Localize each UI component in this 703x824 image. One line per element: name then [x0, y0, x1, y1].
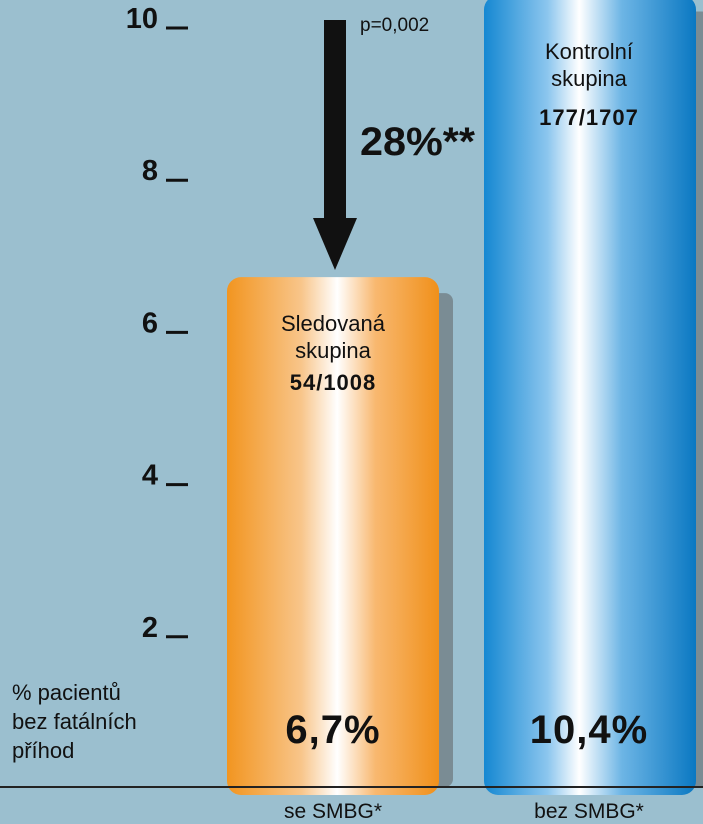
- y-tick-label-10: 10: [126, 3, 158, 35]
- bar-1-value-label: 6,7%: [285, 708, 380, 752]
- bar-2: [484, 0, 696, 795]
- category-label-2: bez SMBG*: [534, 800, 644, 823]
- category-label-1: se SMBG*: [284, 800, 382, 823]
- bar-1-label-line-2: skupina: [295, 338, 372, 363]
- bar-1-label-line-1: Sledovaná: [281, 311, 386, 336]
- y-axis-label-line-1: % pacientů: [12, 680, 121, 705]
- y-tick-label-8: 8: [142, 155, 158, 187]
- reduction-annotation: 28%**: [360, 120, 475, 164]
- bar-1: [227, 277, 439, 795]
- bar-2-label-line-1: Kontrolní: [545, 39, 633, 64]
- bar-2-count: 177/1707: [539, 105, 639, 130]
- y-axis-label-line-2: bez fatálních: [12, 709, 137, 734]
- y-axis-label-line-3: příhod: [12, 738, 74, 763]
- y-tick-label-2: 2: [142, 612, 158, 644]
- p-value-annotation: p=0,002: [360, 15, 429, 36]
- bar-2-label-line-2: skupina: [551, 66, 628, 91]
- y-tick-label-4: 4: [142, 460, 158, 492]
- reduction-arrow-icon: [313, 20, 357, 270]
- bar-1-count: 54/1008: [290, 370, 377, 395]
- y-tick-label-6: 6: [142, 307, 158, 339]
- bar-2-value-label: 10,4%: [530, 708, 648, 752]
